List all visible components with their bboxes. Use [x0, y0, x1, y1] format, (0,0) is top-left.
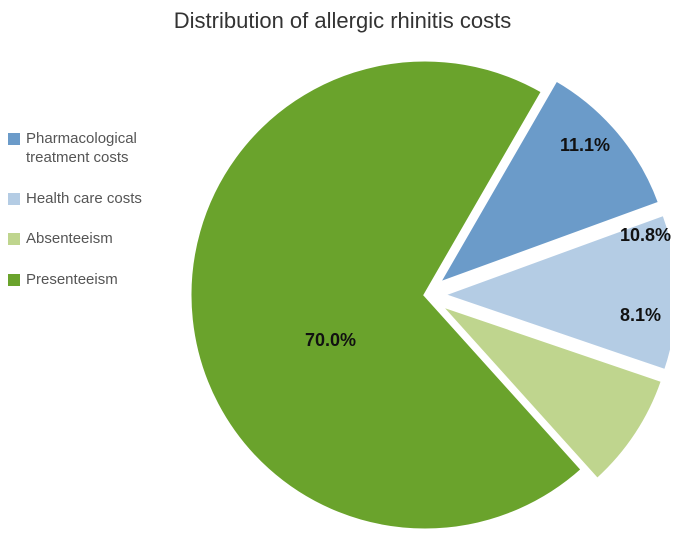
- legend-item-pharma: Pharmacological treatment costs: [8, 130, 178, 168]
- legend-swatch-pharma: [8, 133, 20, 145]
- legend-swatch-absenteeism: [8, 233, 20, 245]
- legend-label-pharma: Pharmacological treatment costs: [26, 130, 178, 168]
- legend: Pharmacological treatment costs Health ca…: [8, 130, 178, 312]
- slice-label-absenteeism: 8.1%: [620, 305, 661, 326]
- legend-item-presenteeism: Presenteeism: [8, 271, 178, 290]
- slice-label-healthcare: 10.8%: [620, 225, 671, 246]
- legend-label-healthcare: Health care costs: [26, 190, 178, 209]
- slice-label-pharma: 11.1%: [560, 135, 610, 156]
- legend-swatch-presenteeism: [8, 274, 20, 286]
- pie-chart: 11.1% 10.8% 8.1% 70.0%: [180, 50, 670, 540]
- slice-label-presenteeism: 70.0%: [305, 330, 356, 351]
- legend-item-healthcare: Health care costs: [8, 190, 178, 209]
- legend-label-presenteeism: Presenteeism: [26, 271, 178, 290]
- legend-item-absenteeism: Absenteeism: [8, 230, 178, 249]
- pie-svg: [180, 50, 670, 540]
- chart-container: Distribution of allergic rhinitis costs …: [0, 0, 685, 544]
- legend-label-absenteeism: Absenteeism: [26, 230, 178, 249]
- chart-title: Distribution of allergic rhinitis costs: [0, 8, 685, 34]
- legend-swatch-healthcare: [8, 193, 20, 205]
